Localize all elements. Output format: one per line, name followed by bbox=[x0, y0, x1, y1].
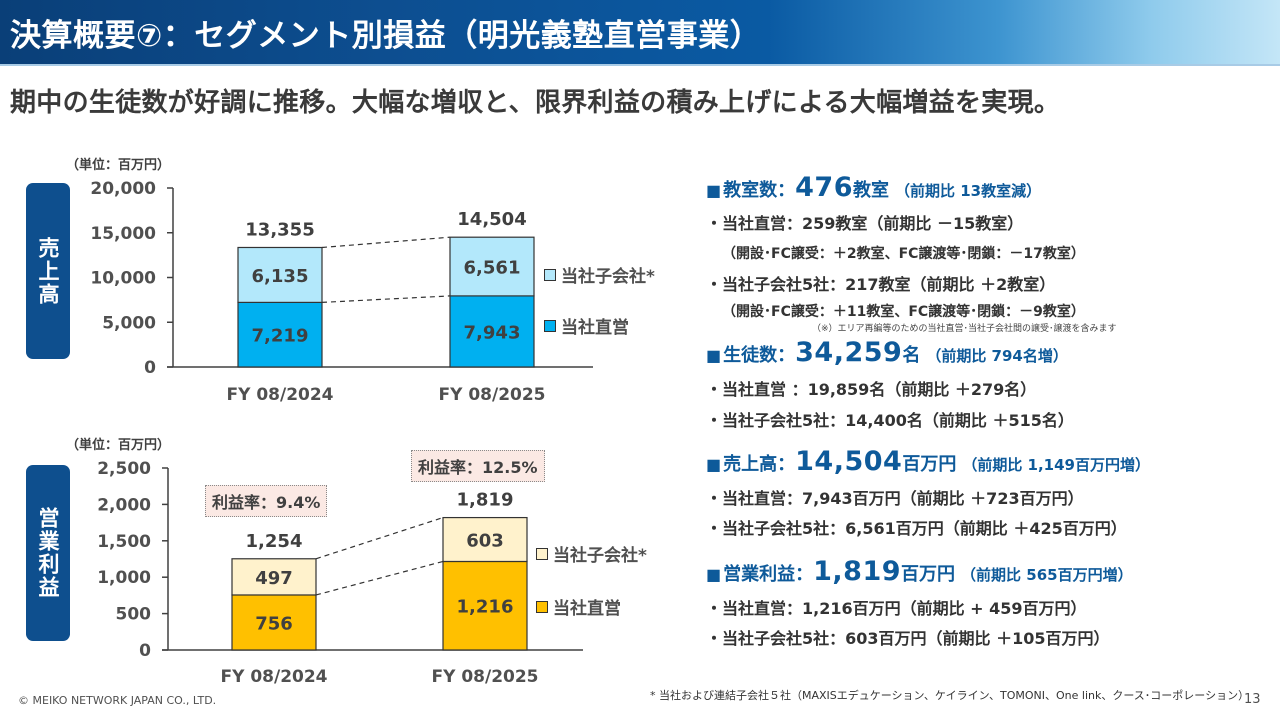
kpi-compare: （前期比 1,149百万円増） bbox=[962, 456, 1150, 474]
kpi-unit: 教室 bbox=[853, 180, 889, 201]
classrooms-note: （※）エリア再編等のための当社直営･当社子会社間の譲受･譲渡を含みます bbox=[812, 324, 1117, 334]
kpi-classrooms: ■ 教室数：476教室 （前期比 13教室減） bbox=[706, 172, 1041, 203]
bar-total-label: 1,254 bbox=[246, 531, 303, 552]
kpi-profit: ■ 営業利益：1,819百万円 （前期比 565百万円増） bbox=[706, 556, 1133, 587]
legend-swatch-icon bbox=[536, 600, 548, 613]
profit-legend-direct: 当社直営 bbox=[536, 594, 621, 619]
bar-value-label: 603 bbox=[466, 531, 504, 552]
bar-value-label: 7,219 bbox=[252, 326, 309, 347]
legend-swatch-icon bbox=[544, 268, 556, 281]
bar-total-label: 13,355 bbox=[245, 219, 314, 240]
kpi-compare: （前期比 794名増） bbox=[926, 347, 1068, 365]
kpi-value: 1,819 bbox=[813, 556, 902, 587]
profit-legend-subsidiary: 当社子会社* bbox=[536, 541, 647, 566]
classrooms-subsidiary: ・当社子会社5社：217教室（前期比 ＋2教室） bbox=[706, 275, 1056, 294]
bar-value-label: 6,135 bbox=[252, 266, 309, 287]
profit-side-tag: 営業利益 bbox=[26, 465, 70, 641]
connector-line bbox=[315, 517, 444, 560]
bar-segment bbox=[449, 236, 535, 297]
bar-segment bbox=[449, 295, 535, 368]
y-tick-label: 10,000 bbox=[90, 269, 156, 289]
sales-subsidiary: ・当社子会社5社：6,561百万円（前期比 ＋425百万円） bbox=[706, 519, 1127, 538]
profit-rate-2025: 利益率：12.5% bbox=[411, 450, 545, 482]
footnote: * 当社および連結子会社５社（MAXISエデュケーション、ケイライン、TOMON… bbox=[650, 689, 1250, 702]
bar-value-label: 497 bbox=[255, 568, 293, 589]
bar-segment bbox=[231, 594, 317, 651]
kpi-sales: ■ 売上高：14,504百万円 （前期比 1,149百万円増） bbox=[706, 446, 1150, 477]
profit-direct: ・当社直営：1,216百万円（前期比 + 459百万円） bbox=[706, 599, 1087, 618]
legend-label: 当社直営 bbox=[553, 599, 621, 619]
y-tick-label: 15,000 bbox=[90, 224, 156, 244]
bullet-square-icon: ■ bbox=[706, 565, 722, 584]
bar-segment bbox=[237, 301, 323, 368]
page-title: 決算概要⑦：セグメント別損益（明光義塾直営事業） bbox=[10, 18, 762, 54]
bar-value-label: 1,216 bbox=[457, 597, 514, 618]
copyright: © MEIKO NETWORK JAPAN CO., LTD. bbox=[18, 694, 217, 707]
kpi-unit: 名 bbox=[902, 345, 921, 366]
sales-side-tag: 売上高 bbox=[26, 183, 70, 359]
y-tick-label: 1,500 bbox=[97, 532, 151, 552]
y-tick-label: 5,000 bbox=[102, 313, 156, 333]
profit-subsidiary: ・当社子会社5社：603百万円（前期比 ＋105百万円） bbox=[706, 629, 1110, 648]
y-tick-label: 2,500 bbox=[97, 459, 151, 479]
legend-swatch-icon bbox=[536, 547, 548, 560]
kpi-compare: （前期比 565百万円増） bbox=[961, 566, 1133, 584]
kpi-value: 14,504 bbox=[795, 446, 903, 477]
x-category-label: FY 08/2025 bbox=[438, 385, 545, 405]
sales-direct: ・当社直営：7,943百万円（前期比 ＋723百万円） bbox=[706, 489, 1084, 508]
bullet-square-icon: ■ bbox=[706, 455, 722, 474]
profit-rate-2024: 利益率：9.4% bbox=[205, 485, 328, 517]
kpi-students: ■ 生徒数：34,259名 （前期比 794名増） bbox=[706, 337, 1068, 368]
connector-line bbox=[315, 560, 444, 596]
y-tick-label: 2,000 bbox=[97, 495, 151, 515]
sales-legend-direct: 当社直営 bbox=[544, 313, 629, 338]
x-category-label: FY 08/2025 bbox=[431, 667, 538, 687]
bar-total-label: 14,504 bbox=[457, 209, 526, 230]
x-category-label: FY 08/2024 bbox=[220, 667, 327, 687]
bar-value-label: 6,561 bbox=[464, 258, 521, 279]
bar-segment bbox=[237, 246, 323, 303]
y-tick-label: 0 bbox=[144, 358, 156, 378]
legend-label: 当社子会社* bbox=[553, 546, 647, 566]
y-tick-label: 1,000 bbox=[97, 568, 151, 588]
kpi-label: 教室数： bbox=[723, 180, 796, 201]
charts-svg: 0 5,000 10,000 15,000 20,000 7,219 6,135 13,355… bbox=[90, 179, 593, 687]
classrooms-direct: ・当社直営：259教室（前期比 －15教室） bbox=[706, 214, 1024, 233]
bar-segment bbox=[442, 516, 528, 563]
classrooms-subsidiary-detail: （開設･FC譲受：＋11教室、FC譲渡等･閉鎖：－9教室） bbox=[722, 304, 1085, 320]
y-tick-label: 500 bbox=[116, 605, 152, 625]
kpi-unit: 百万円 bbox=[901, 564, 956, 585]
kpi-unit: 百万円 bbox=[902, 454, 957, 475]
title-bar: 決算概要⑦：セグメント別損益（明光義塾直営事業） bbox=[0, 0, 1280, 66]
page-subtitle: 期中の生徒数が好調に推移。大幅な増収と、限界利益の積み上げによる大幅増益を実現。 bbox=[10, 88, 1061, 118]
kpi-label: 営業利益： bbox=[723, 564, 814, 585]
kpi-label: 生徒数： bbox=[723, 345, 796, 366]
connector-line bbox=[321, 236, 451, 249]
y-tick-label: 20,000 bbox=[90, 179, 156, 199]
bar-total-label: 1,819 bbox=[457, 490, 514, 511]
students-direct: ・当社直営 ：19,859名（前期比 ＋279名） bbox=[706, 380, 1037, 399]
bullet-square-icon: ■ bbox=[706, 346, 722, 365]
bullet-square-icon: ■ bbox=[706, 181, 722, 200]
bar-segment bbox=[231, 558, 317, 596]
classrooms-direct-detail: （開設･FC譲受：＋2教室、FC譲渡等･閉鎖：－17教室） bbox=[722, 246, 1085, 262]
profit-unit-label: （単位：百万円） bbox=[66, 438, 171, 453]
students-subsidiary: ・当社子会社5社：14,400名（前期比 ＋515名） bbox=[706, 411, 1074, 430]
bar-value-label: 756 bbox=[255, 613, 293, 634]
page-number: 13 bbox=[1244, 692, 1261, 707]
sales-unit-label: （単位：百万円） bbox=[66, 158, 171, 173]
kpi-compare: （前期比 13教室減） bbox=[895, 182, 1042, 200]
bar-segment bbox=[442, 560, 528, 651]
x-category-label: FY 08/2024 bbox=[226, 385, 333, 405]
bar-value-label: 7,943 bbox=[464, 322, 521, 343]
connector-line bbox=[321, 295, 451, 303]
legend-label: 当社直営 bbox=[561, 318, 629, 338]
kpi-value: 476 bbox=[795, 172, 853, 203]
sales-legend-subsidiary: 当社子会社* bbox=[544, 262, 655, 287]
kpi-value: 34,259 bbox=[795, 337, 903, 368]
y-tick-label: 0 bbox=[139, 641, 151, 661]
legend-label: 当社子会社* bbox=[561, 267, 655, 287]
kpi-label: 売上高： bbox=[723, 454, 796, 475]
legend-swatch-icon bbox=[544, 319, 556, 332]
